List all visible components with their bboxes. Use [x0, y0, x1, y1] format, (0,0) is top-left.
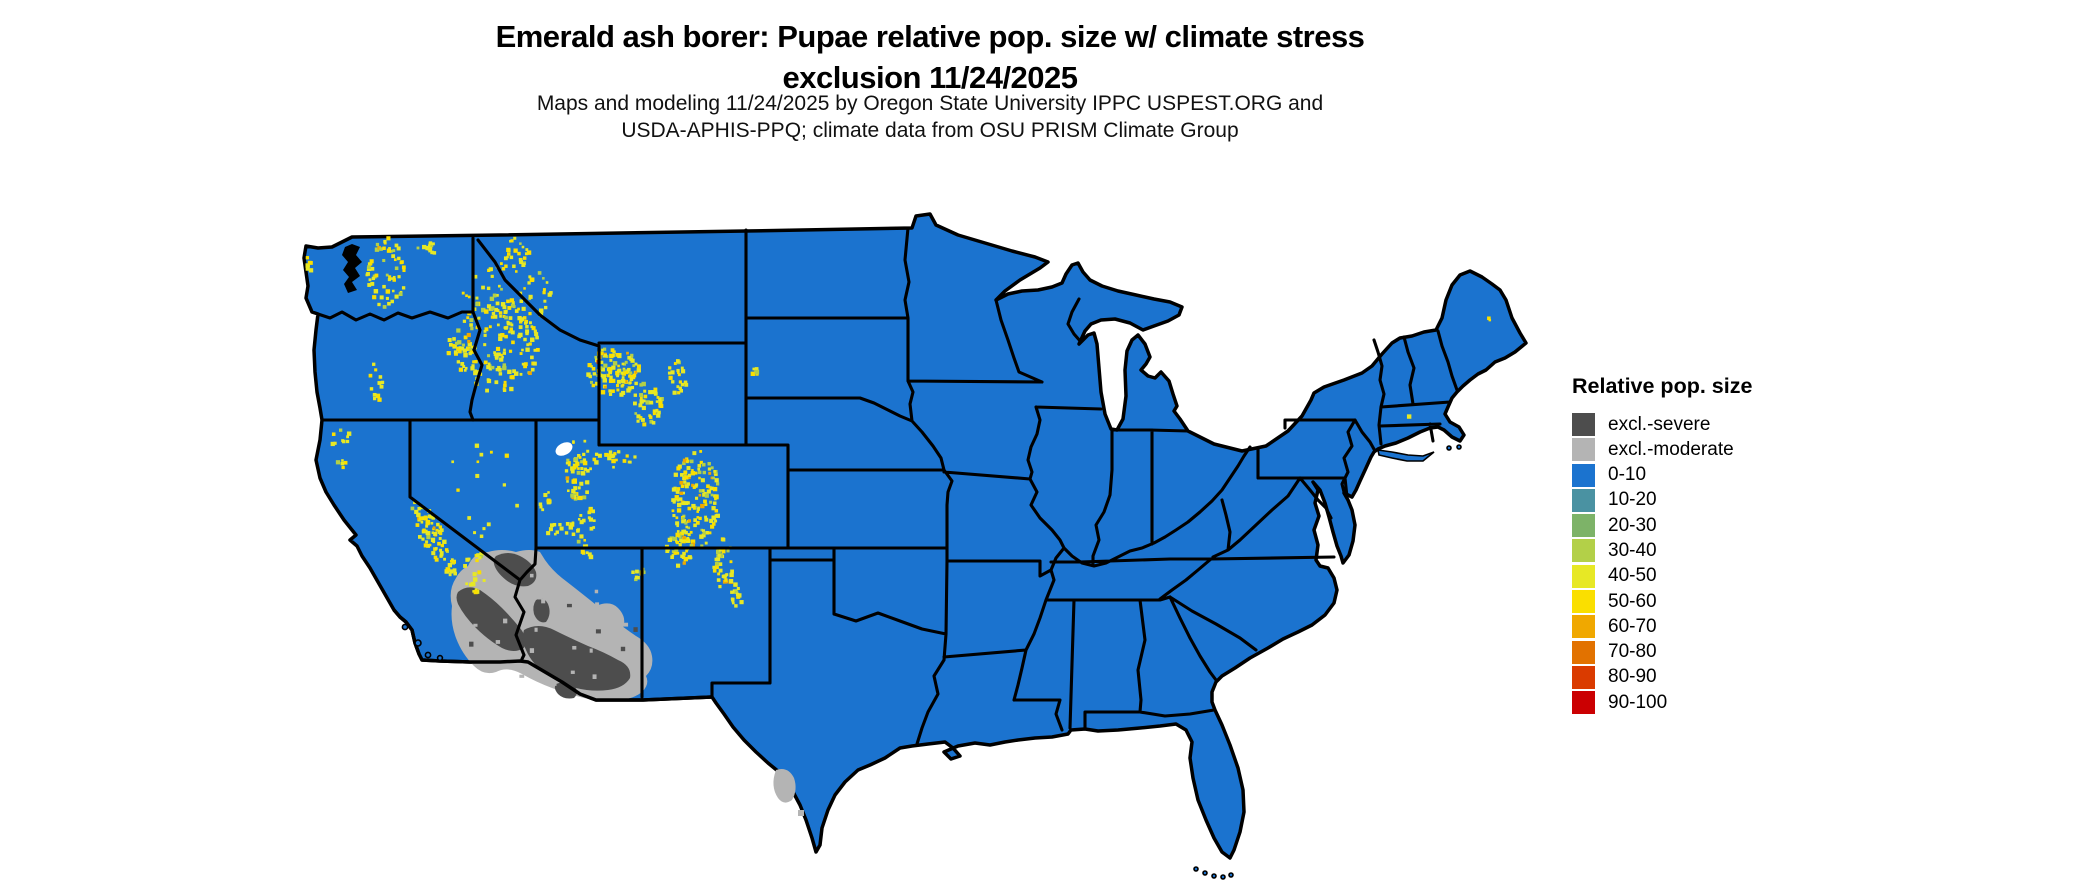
legend-swatch: [1572, 438, 1595, 462]
coast-restroke: [392, 608, 713, 702]
legend-label: 70-80: [1608, 641, 1657, 663]
legend-label: 50-60: [1608, 590, 1657, 612]
map-title-line2: exclusion 11/24/2025: [782, 60, 1078, 95]
legend-row: excl.-moderate: [1572, 438, 1752, 462]
puget-sound: [342, 244, 362, 293]
legend: Relative pop. size excl.-severe excl.-mod…: [1572, 374, 1752, 717]
legend-swatch: [1572, 413, 1595, 436]
legend-title: Relative pop. size: [1572, 374, 1753, 398]
map-title-line1: Emerald ash borer: Pupae relative pop. s…: [495, 19, 1365, 54]
legend-row: excl.-severe: [1572, 413, 1752, 436]
legend-swatch: [1572, 615, 1595, 639]
legend-label: 40-50: [1608, 565, 1657, 587]
legend-swatch: [1572, 665, 1595, 689]
legend-row: 60-70: [1572, 615, 1752, 639]
legend-label: 10-20: [1608, 489, 1657, 511]
legend-swatch: [1572, 463, 1595, 487]
mountain-speckles: [305, 236, 1492, 686]
legend-rows: excl.-severe excl.-moderate 0-10 10-20 20-30…: [1572, 413, 1752, 715]
legend-swatch: [1572, 691, 1595, 715]
legend-label: 30-40: [1608, 539, 1657, 561]
legend-row: 20-30: [1572, 514, 1752, 538]
great-salt-lake: [555, 442, 573, 456]
legend-swatch: [1572, 514, 1595, 538]
legend-label: 90-100: [1608, 691, 1668, 713]
channel-islands: [401, 623, 444, 662]
legend-row: 0-10: [1572, 463, 1752, 487]
state-borders: [316, 226, 1459, 746]
map-subtitle-line1: Maps and modeling 11/24/2025 by Oregon S…: [536, 92, 1324, 115]
map-subtitle-line2: USDA-APHIS-PPQ; climate data from OSU PR…: [621, 119, 1239, 142]
legend-swatch: [1572, 539, 1595, 563]
legend-label: excl.-severe: [1608, 413, 1711, 435]
coastal-islands: [401, 444, 1462, 880]
legend-row: 70-80: [1572, 640, 1752, 664]
long-island: [1376, 449, 1435, 462]
legend-row: 30-40: [1572, 539, 1752, 563]
legend-swatch: [1572, 488, 1595, 512]
legend-row: 90-100: [1572, 691, 1752, 715]
legend-row: 80-90: [1572, 665, 1752, 689]
map-title: Emerald ash borer: Pupae relative pop. s…: [0, 16, 1860, 98]
map-subtitle: Maps and modeling 11/24/2025 by Oregon S…: [0, 90, 1860, 144]
legend-label: 80-90: [1608, 666, 1657, 688]
legend-row: 40-50: [1572, 564, 1752, 588]
legend-label: 60-70: [1608, 615, 1657, 637]
florida-keys: [1193, 866, 1234, 880]
legend-label: excl.-moderate: [1608, 438, 1734, 460]
legend-label: 0-10: [1608, 464, 1647, 486]
legend-swatch: [1572, 640, 1595, 664]
legend-swatch: [1572, 590, 1595, 614]
legend-swatch: [1572, 564, 1595, 588]
legend-label: 20-30: [1608, 514, 1657, 536]
legend-row: 10-20: [1572, 488, 1752, 512]
legend-row: 50-60: [1572, 590, 1752, 614]
nantucket-marthas-vineyard: [1446, 444, 1462, 451]
